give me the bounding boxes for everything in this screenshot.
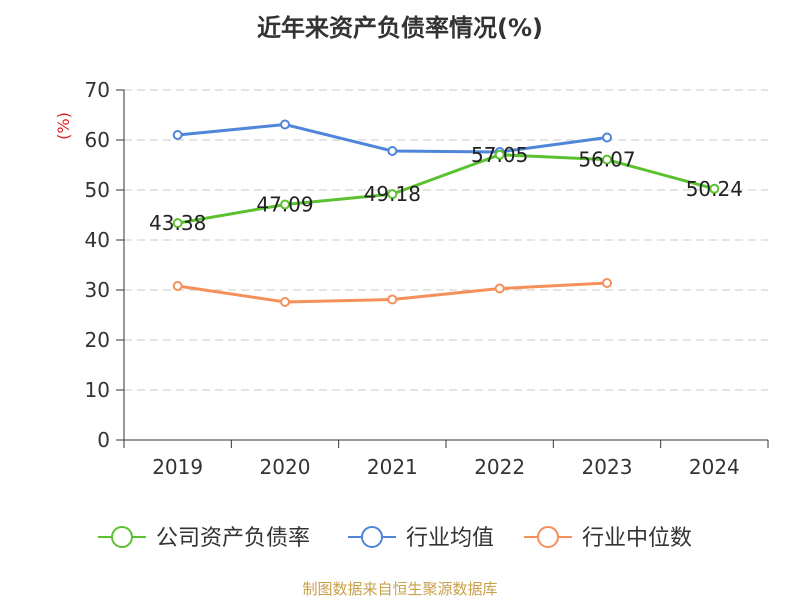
data-point	[494, 283, 505, 294]
data-point	[172, 218, 183, 229]
data-label: 49.18	[364, 182, 421, 206]
x-tick-label: 2019	[152, 455, 203, 479]
x-tick-label: 2020	[260, 455, 311, 479]
data-label: 56.07	[578, 148, 635, 172]
y-tick-label: 20	[85, 328, 110, 352]
x-tick-label: 2024	[689, 455, 740, 479]
data-label: 43.38	[149, 211, 206, 235]
data-point	[280, 119, 290, 130]
chart-title: 近年来资产负债率情况(%)	[257, 14, 543, 42]
data-point	[494, 149, 505, 160]
data-label: 57.05	[471, 143, 528, 167]
y-tick-label: 10	[85, 378, 110, 402]
series-line	[177, 153, 715, 225]
y-tick-label: 40	[85, 228, 110, 252]
data-point	[602, 132, 612, 143]
source-note: 制图数据来自恒生聚源数据库	[302, 580, 498, 598]
data-point	[387, 294, 398, 305]
legend-marker	[111, 526, 133, 548]
data-label: 50.24	[686, 177, 743, 201]
legend-label: 行业中位数	[582, 526, 692, 551]
data-point	[602, 154, 612, 165]
legend-marker	[361, 526, 383, 548]
x-tick-label: 2022	[474, 455, 525, 479]
data-point	[280, 199, 290, 210]
legend-marker	[537, 526, 559, 548]
data-point	[172, 130, 183, 140]
y-tick-label: 70	[85, 78, 110, 102]
x-tick-label: 2023	[582, 455, 633, 479]
data-point	[387, 189, 398, 200]
y-axis-label: (%)	[54, 112, 73, 140]
data-point	[280, 297, 290, 307]
y-tick-label: 60	[85, 128, 110, 152]
legend-label: 公司资产负债率	[156, 526, 310, 551]
y-tick-label: 30	[85, 278, 110, 302]
data-point	[709, 183, 720, 194]
data-label: 47.09	[256, 193, 313, 217]
x-tick-label: 2021	[367, 455, 418, 479]
y-tick-label: 0	[97, 428, 110, 452]
data-point	[602, 278, 612, 288]
data-point	[387, 146, 398, 156]
y-tick-label: 50	[85, 178, 110, 202]
legend-label: 行业均值	[406, 526, 494, 551]
data-point	[172, 281, 183, 291]
